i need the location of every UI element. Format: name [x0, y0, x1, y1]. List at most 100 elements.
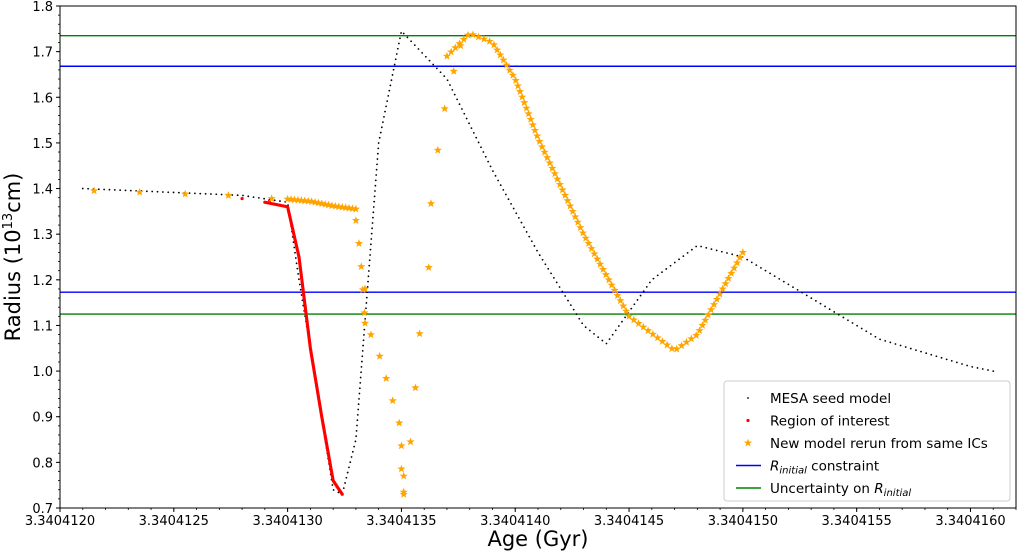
legend-swatch [746, 418, 750, 423]
series-0-point [380, 126, 383, 129]
series-2-point [515, 87, 525, 95]
y-axis-title: Radius (1013cm) [1, 173, 25, 342]
series-0-point [372, 211, 375, 214]
y-tick-label: 0.9 [32, 411, 53, 426]
series-2-point [456, 41, 465, 50]
series-0-point [550, 272, 552, 275]
series-2-point [653, 333, 662, 342]
x-tick-label: 3.3404160 [935, 514, 1005, 529]
series-0-point [375, 168, 378, 171]
series-0-point [856, 324, 859, 327]
series-0-point [357, 408, 360, 411]
y-tick-label: 1.2 [32, 274, 53, 289]
series-0-point [294, 257, 297, 259]
series-0-point [363, 328, 366, 331]
series-2-point [715, 289, 724, 298]
series-0-point [374, 184, 377, 187]
series-0-point [376, 152, 379, 155]
series-0-point [621, 320, 623, 323]
series-0-point [337, 491, 340, 494]
series-2-point [593, 254, 602, 263]
series-0-point [611, 333, 614, 336]
series-2-point [524, 109, 533, 118]
series-0-point [421, 52, 424, 54]
series-0-point [642, 290, 645, 293]
series-2-point [643, 326, 653, 335]
series-2-point [395, 418, 404, 427]
series-0-point [510, 202, 512, 205]
series-2-point [695, 326, 704, 335]
series-0-point [413, 44, 416, 47]
series-0-point [383, 115, 385, 118]
series-0-point [584, 326, 587, 329]
series-2-point [601, 270, 611, 279]
series-0-point [499, 184, 502, 187]
series-0-point [279, 200, 281, 202]
series-0-point [669, 264, 672, 267]
series-0-point [395, 53, 398, 55]
series-2-point [426, 199, 436, 208]
series-2-point [553, 174, 562, 183]
x-axis: 3.3404120 3.3404125 3.3404130 3.3404135 3.34… [25, 508, 1017, 529]
series-2-point [701, 315, 710, 324]
series-0-point [624, 316, 626, 319]
series-0-point [376, 163, 378, 166]
series-2-point [576, 223, 585, 232]
series-0-point [349, 461, 352, 464]
series-0-point [588, 329, 591, 332]
series-0-point [294, 251, 296, 254]
series-0-point [661, 271, 663, 274]
series-0-point [451, 88, 454, 91]
series-0-point [252, 196, 255, 199]
series-0-point [465, 117, 468, 120]
series-0-point [750, 261, 753, 264]
series-2-point [224, 191, 233, 199]
series-2-point [566, 201, 575, 210]
series-0-point [119, 189, 122, 192]
series-0-point [833, 311, 836, 313]
series-0-point [981, 368, 984, 370]
series-2-point [397, 464, 406, 473]
series-0-point [354, 440, 357, 443]
series-0-point [177, 191, 180, 194]
series-0-point [945, 358, 948, 361]
series-0-point [400, 32, 402, 34]
series-2-point [658, 337, 667, 345]
legend-label: New model rerun from same ICs [770, 436, 988, 452]
series-2-point [667, 344, 676, 353]
series-2-point [489, 40, 499, 49]
series-0-point [295, 262, 298, 265]
series-0-point [372, 216, 374, 219]
series-0-point [463, 112, 466, 115]
series-2-point [440, 104, 449, 113]
series-0-point [909, 347, 912, 350]
series-0-point [453, 93, 456, 96]
series-0-point [805, 294, 808, 297]
series-0-point [449, 84, 451, 86]
series-0-point [424, 55, 427, 58]
legend-swatch [743, 438, 753, 447]
series-0-point [358, 392, 361, 395]
series-0-point [375, 174, 378, 176]
series-0-point [884, 339, 887, 342]
series-0-point [860, 327, 863, 330]
series-2-point [629, 315, 638, 324]
series-2-point [267, 194, 276, 203]
series-0-point [517, 216, 520, 219]
series-0-point [392, 68, 395, 71]
series-2-point [545, 158, 554, 167]
series-2-point [624, 312, 634, 320]
y-tick-label: 1.6 [32, 91, 53, 106]
series-2-point [530, 126, 540, 134]
series-0-point [257, 197, 260, 199]
series-0-point [358, 397, 360, 400]
series-2-point [375, 351, 384, 360]
series-0-point [458, 103, 461, 106]
series-0-point [377, 147, 380, 150]
series-2-point [351, 216, 360, 224]
series-2-point [511, 76, 520, 84]
series-0-point [394, 58, 397, 61]
series-0-point [360, 365, 363, 368]
series-2-point [528, 120, 537, 129]
series-0-point [492, 170, 494, 173]
